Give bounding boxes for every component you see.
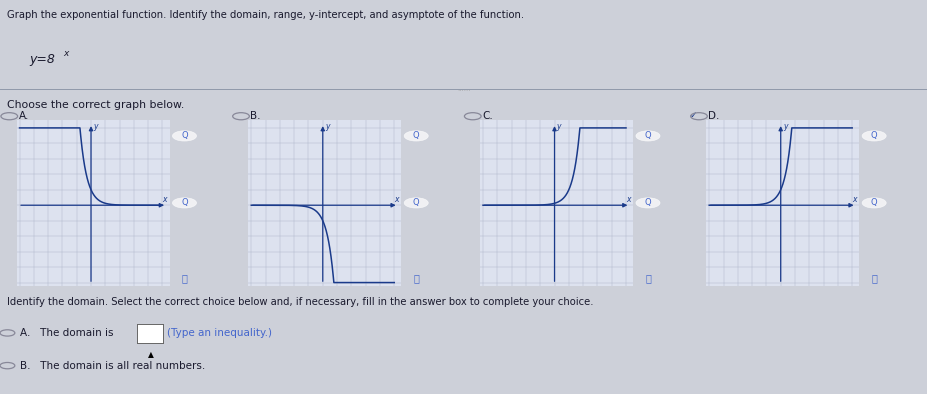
Text: A.   The domain is: A. The domain is [20, 328, 114, 338]
Text: y: y [782, 122, 787, 131]
Text: Q: Q [413, 199, 420, 207]
Text: ⧉: ⧉ [645, 273, 651, 283]
Text: Q: Q [870, 132, 878, 140]
Text: Graph the exponential function. Identify the domain, range, y-intercept, and asy: Graph the exponential function. Identify… [7, 10, 525, 20]
Text: y: y [556, 122, 561, 131]
Text: ⧉: ⧉ [871, 273, 877, 283]
Text: Q: Q [181, 132, 188, 140]
Text: ......: ...... [457, 85, 470, 92]
Text: (Type an inequality.): (Type an inequality.) [167, 328, 272, 338]
Text: C.: C. [482, 111, 493, 121]
Text: x: x [626, 195, 630, 204]
Text: Q: Q [644, 132, 652, 140]
Text: A.: A. [19, 111, 29, 121]
Text: x: x [852, 195, 857, 204]
Text: x: x [394, 195, 399, 204]
Text: x: x [162, 195, 167, 204]
Text: Q: Q [644, 199, 652, 207]
Text: Identify the domain. Select the correct choice below and, if necessary, fill in : Identify the domain. Select the correct … [7, 297, 594, 307]
Text: B.: B. [250, 111, 260, 121]
Text: y: y [324, 122, 329, 131]
Text: y: y [93, 122, 97, 131]
Text: ⧉: ⧉ [182, 273, 187, 283]
Text: Choose the correct graph below.: Choose the correct graph below. [7, 100, 184, 110]
Text: y=8: y=8 [30, 53, 56, 66]
Text: x: x [63, 49, 69, 58]
Text: ✓: ✓ [690, 111, 697, 120]
Text: Q: Q [413, 132, 420, 140]
Text: D.: D. [708, 111, 719, 121]
Text: Q: Q [870, 199, 878, 207]
Text: ▲: ▲ [148, 350, 154, 359]
Text: B.   The domain is all real numbers.: B. The domain is all real numbers. [20, 361, 206, 371]
Text: Q: Q [181, 199, 188, 207]
Text: ⧉: ⧉ [413, 273, 419, 283]
